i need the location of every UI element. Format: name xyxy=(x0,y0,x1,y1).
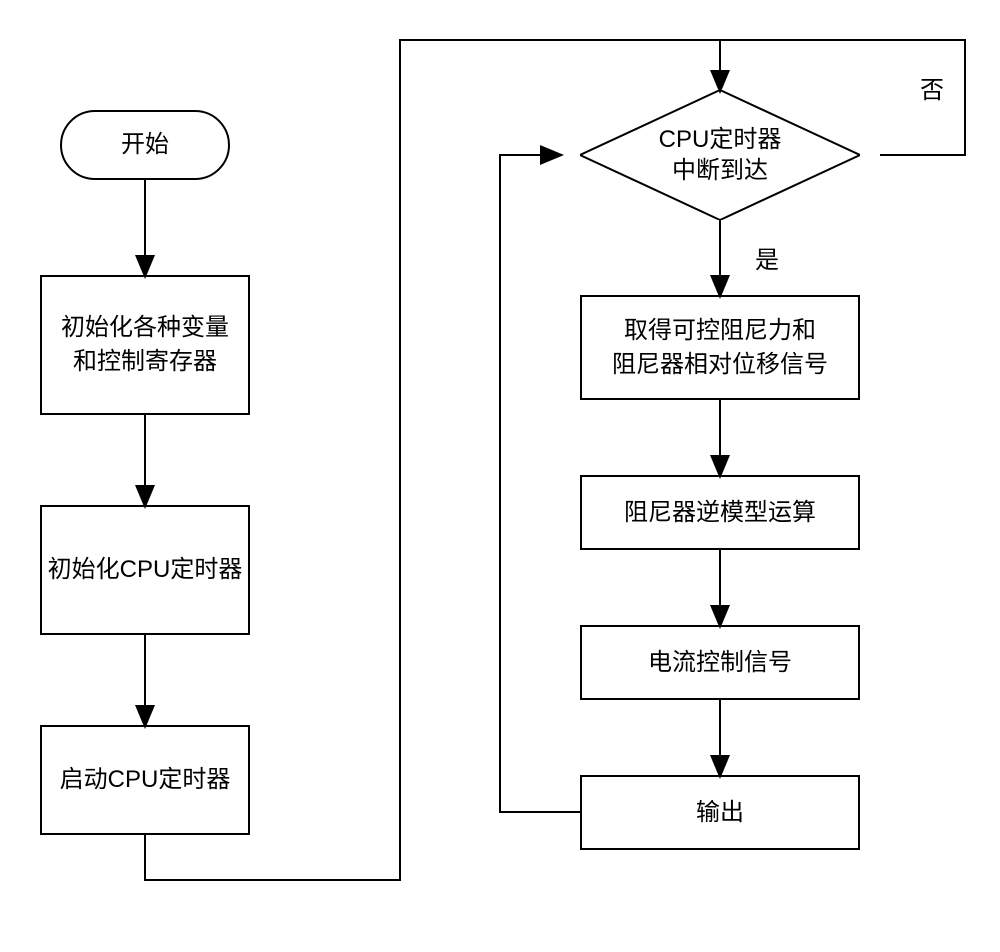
start-label: 开始 xyxy=(121,128,169,162)
init-vars-node: 初始化各种变量 和控制寄存器 xyxy=(40,275,250,415)
output-label: 输出 xyxy=(696,796,744,830)
current-signal-node: 电流控制信号 xyxy=(580,625,860,700)
init-timer-node: 初始化CPU定时器 xyxy=(40,505,250,635)
init-vars-label: 初始化各种变量 和控制寄存器 xyxy=(61,311,229,378)
inverse-model-label: 阻尼器逆模型运算 xyxy=(624,496,816,530)
start-node: 开始 xyxy=(60,110,230,180)
start-timer-label: 启动CPU定时器 xyxy=(60,763,231,797)
get-signal-label: 取得可控阻尼力和 阻尼器相对位移信号 xyxy=(612,314,828,381)
start-timer-node: 启动CPU定时器 xyxy=(40,725,250,835)
current-signal-label: 电流控制信号 xyxy=(648,646,792,680)
get-signal-node: 取得可控阻尼力和 阻尼器相对位移信号 xyxy=(580,295,860,400)
decision-label: CPU定时器 中断到达 xyxy=(659,124,782,186)
init-timer-label: 初始化CPU定时器 xyxy=(48,553,243,587)
inverse-model-node: 阻尼器逆模型运算 xyxy=(580,475,860,550)
no-label: 否 xyxy=(920,70,944,105)
decision-node: CPU定时器 中断到达 xyxy=(580,90,860,220)
yes-label: 是 xyxy=(755,240,779,275)
output-node: 输出 xyxy=(580,775,860,850)
